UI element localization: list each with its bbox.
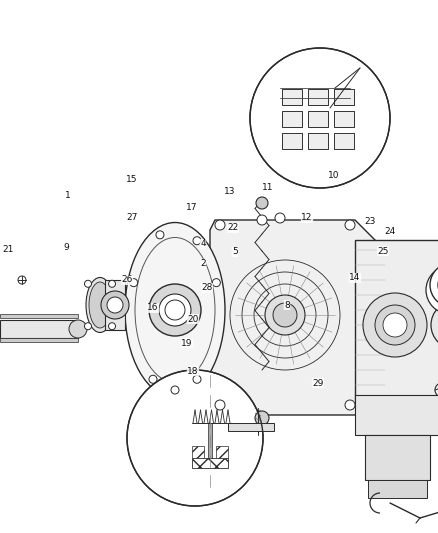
Bar: [334, 133, 354, 149]
Bar: [334, 111, 354, 127]
Bar: [208, 423, 212, 458]
Circle shape: [257, 215, 267, 225]
Ellipse shape: [86, 278, 114, 333]
Bar: [282, 133, 302, 149]
Bar: [334, 89, 354, 105]
Circle shape: [101, 291, 129, 319]
Text: 18: 18: [187, 367, 199, 376]
Bar: [282, 111, 302, 127]
Text: 20: 20: [187, 314, 199, 324]
Circle shape: [171, 386, 179, 394]
Bar: [334, 111, 354, 127]
Circle shape: [215, 400, 225, 410]
Bar: [308, 111, 328, 127]
Bar: [334, 133, 354, 149]
Circle shape: [149, 375, 157, 383]
Bar: [355, 240, 438, 400]
Text: 15: 15: [126, 175, 138, 184]
Bar: [0, 320, 78, 338]
Text: 23: 23: [364, 217, 376, 227]
Text: 21: 21: [2, 246, 14, 254]
Circle shape: [149, 284, 201, 336]
Text: 26: 26: [121, 276, 133, 285]
Circle shape: [156, 231, 164, 239]
Circle shape: [430, 263, 438, 307]
Text: 9: 9: [63, 243, 69, 252]
Text: 29: 29: [312, 378, 324, 387]
Bar: [308, 111, 328, 127]
Text: 14: 14: [350, 273, 360, 282]
Circle shape: [265, 295, 305, 335]
Bar: [192, 458, 228, 468]
Bar: [355, 395, 438, 435]
Bar: [282, 133, 302, 149]
Circle shape: [431, 301, 438, 349]
Text: 4: 4: [200, 239, 206, 248]
Circle shape: [109, 322, 116, 330]
Circle shape: [256, 197, 268, 209]
Circle shape: [193, 237, 201, 245]
Circle shape: [275, 213, 285, 223]
Bar: [0, 314, 78, 318]
Text: 1: 1: [65, 190, 71, 199]
Circle shape: [250, 48, 390, 188]
Text: 19: 19: [181, 338, 193, 348]
Circle shape: [215, 220, 225, 230]
Text: 13: 13: [224, 188, 236, 197]
Bar: [105, 280, 125, 330]
Text: 11: 11: [262, 183, 274, 192]
Text: 5: 5: [232, 247, 238, 256]
Bar: [308, 89, 328, 105]
Circle shape: [345, 400, 355, 410]
Circle shape: [273, 303, 297, 327]
Bar: [192, 446, 204, 458]
Circle shape: [85, 280, 92, 287]
Ellipse shape: [89, 282, 111, 328]
Bar: [308, 133, 328, 149]
Bar: [365, 435, 430, 480]
Circle shape: [255, 411, 269, 425]
Circle shape: [107, 297, 123, 313]
Text: 16: 16: [147, 303, 159, 312]
Text: 12: 12: [301, 214, 313, 222]
Text: 22: 22: [227, 223, 239, 232]
Text: 25: 25: [377, 246, 389, 255]
Text: 8: 8: [284, 301, 290, 310]
Bar: [0, 338, 78, 342]
Circle shape: [345, 220, 355, 230]
Bar: [282, 111, 302, 127]
Circle shape: [159, 294, 191, 326]
Circle shape: [109, 280, 116, 287]
Bar: [334, 89, 354, 105]
Bar: [368, 480, 427, 498]
Circle shape: [375, 305, 415, 345]
Circle shape: [212, 279, 220, 287]
Circle shape: [383, 313, 407, 337]
Bar: [282, 89, 302, 105]
Bar: [228, 423, 274, 431]
Text: 17: 17: [186, 204, 198, 213]
Circle shape: [193, 375, 201, 383]
Circle shape: [127, 370, 263, 506]
Circle shape: [130, 279, 138, 287]
Polygon shape: [210, 220, 385, 415]
Circle shape: [434, 274, 438, 306]
Circle shape: [69, 320, 87, 338]
Text: 2: 2: [200, 260, 206, 269]
Text: 27: 27: [126, 214, 138, 222]
Text: 24: 24: [385, 228, 396, 237]
Bar: [308, 89, 328, 105]
Bar: [216, 446, 228, 458]
Ellipse shape: [125, 222, 225, 398]
Text: 10: 10: [328, 171, 340, 180]
Circle shape: [85, 322, 92, 330]
Bar: [308, 133, 328, 149]
Bar: [282, 89, 302, 105]
Text: 28: 28: [201, 284, 213, 293]
Circle shape: [426, 266, 438, 314]
Circle shape: [363, 293, 427, 357]
